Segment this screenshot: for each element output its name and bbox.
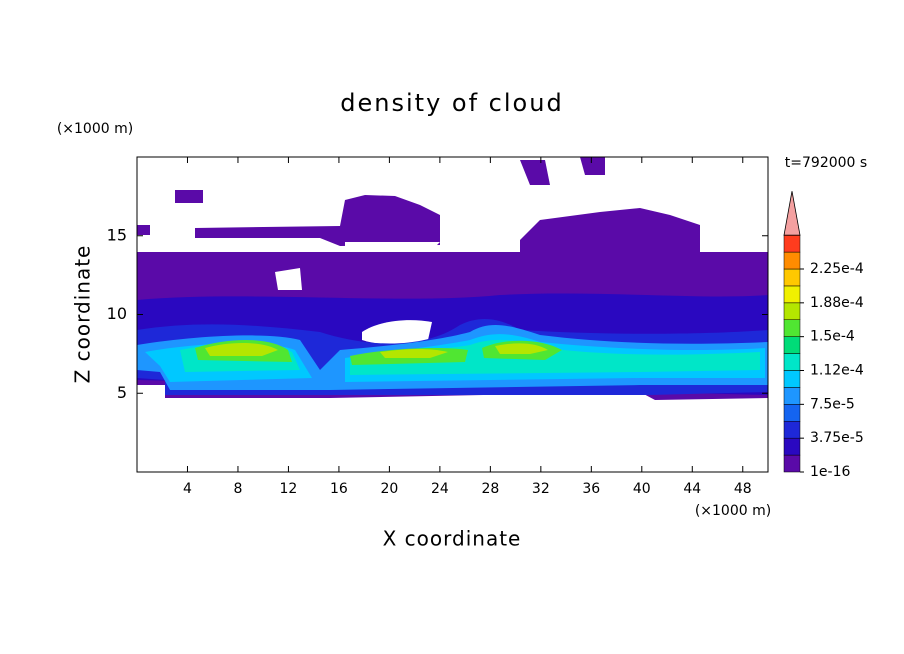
colorbar-swatch	[783, 285, 801, 304]
time-annotation: t=792000 s	[785, 155, 867, 171]
contour-region	[137, 225, 150, 235]
contour-region	[520, 208, 700, 252]
x-unit: (×1000 m)	[695, 503, 771, 519]
colorbar-swatch	[783, 336, 801, 354]
y-unit: (×1000 m)	[57, 121, 133, 137]
x-tick-label: 36	[582, 481, 600, 497]
contour-hole	[362, 320, 432, 345]
x-tick-label: 40	[633, 481, 651, 497]
colorbar-label: 1e-16	[810, 464, 850, 480]
colorbar-extend	[783, 191, 801, 236]
colorbar-swatch	[783, 454, 801, 473]
colorbar-label: 3.75e-5	[810, 430, 864, 446]
contour-region	[180, 339, 760, 375]
x-tick-label: 12	[280, 481, 298, 497]
contour-region	[195, 339, 562, 365]
y-axis-label: Z coordinate	[71, 245, 95, 384]
colorbar-label: 1.12e-4	[810, 363, 864, 379]
colorbar-label: 2.25e-4	[810, 261, 864, 277]
colorbar-swatch	[783, 387, 801, 405]
x-tick-label: 44	[683, 481, 701, 497]
colorbar-swatch	[783, 268, 801, 287]
colorbar-label: 7.5e-5	[810, 396, 855, 412]
contour-hole	[345, 242, 440, 252]
colorbar-swatch	[783, 251, 801, 270]
contour-region	[205, 342, 548, 358]
contour-hole	[275, 268, 302, 290]
colorbar-swatch	[783, 421, 801, 439]
contour-region	[580, 157, 605, 175]
colorbar-swatch	[783, 404, 801, 422]
y-tick-label: 10	[107, 304, 127, 323]
colorbar-label: 1.5e-4	[810, 329, 855, 345]
y-tick-label: 15	[107, 225, 127, 244]
x-tick-label: 8	[233, 481, 242, 497]
colorbar-label: 1.88e-4	[810, 295, 864, 311]
contour-region	[175, 190, 203, 203]
colorbar-swatch	[783, 370, 801, 388]
y-tick-label: 5	[117, 383, 127, 402]
x-tick-label: 32	[532, 481, 550, 497]
contour-region	[520, 160, 550, 185]
x-tick-label: 28	[481, 481, 499, 497]
colorbar-swatch	[783, 302, 801, 321]
contour-field	[137, 157, 768, 400]
x-axis-label: X coordinate	[383, 527, 522, 551]
x-tick-label: 4	[183, 481, 192, 497]
chart-title: density of cloud	[340, 89, 563, 117]
x-tick-label: 24	[431, 481, 449, 497]
x-tick-label: 48	[734, 481, 752, 497]
contour-region	[195, 195, 440, 246]
colorbar-swatch	[783, 319, 801, 337]
colorbar-swatch	[783, 437, 801, 456]
x-tick-label: 16	[330, 481, 348, 497]
colorbar-swatch	[783, 234, 801, 253]
colorbar-swatch	[783, 353, 801, 371]
x-tick-label: 20	[380, 481, 398, 497]
